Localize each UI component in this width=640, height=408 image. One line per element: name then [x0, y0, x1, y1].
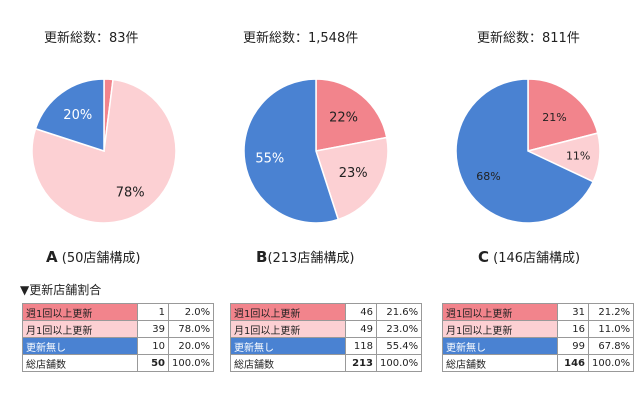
row-pct: 21.6%	[375, 303, 423, 321]
row-count: 31	[557, 303, 589, 321]
table-row-total: 総店舗数 50 100.0%	[22, 354, 215, 372]
chart-a-title: 更新総数：83件	[44, 31, 139, 46]
table-row: 更新無し 99 67.8%	[442, 337, 635, 355]
row-label: 更新無し	[442, 337, 558, 355]
pie-label-none: 55%	[255, 151, 284, 166]
table-row: 更新無し 118 55.4%	[230, 337, 423, 355]
pie-chart-c: 21% 11% 68%	[455, 78, 601, 224]
row-label: 月1回以上更新	[230, 320, 346, 338]
table-row: 月1回以上更新 39 78.0%	[22, 320, 215, 338]
row-pct: 23.0%	[375, 320, 423, 338]
section-heading: ▼更新店舗割合	[20, 283, 102, 297]
chart-a-caption: (50店舗構成)	[61, 251, 141, 266]
chart-c-caption: (146店舗構成)	[489, 251, 581, 266]
pie-label-monthly: 23%	[339, 166, 368, 181]
row-label: 週1回以上更新	[230, 303, 346, 321]
pie-slice-weekly	[315, 78, 388, 152]
pie-chart-b: 22% 23% 55%	[243, 78, 389, 224]
row-count: 49	[345, 320, 377, 338]
row-pct: 2.0%	[167, 303, 215, 321]
pie-chart-a: 2% 78% 20%	[31, 75, 177, 224]
row-label: 週1回以上更新	[22, 303, 138, 321]
pie-label-weekly: 21%	[542, 111, 566, 124]
store-table-c: 週1回以上更新 31 21.2% 月1回以上更新 16 11.0% 更新無し 99 67.8…	[442, 303, 635, 372]
pie-slice-none	[243, 78, 340, 224]
table-row: 週1回以上更新 31 21.2%	[442, 303, 635, 321]
chart-a-letter: A	[46, 248, 58, 266]
table-row: 更新無し 10 20.0%	[22, 337, 215, 355]
row-pct: 21.2%	[587, 303, 635, 321]
row-label: 週1回以上更新	[442, 303, 558, 321]
row-count: 1	[137, 303, 169, 321]
table-row-total: 総店舗数 146 100.0%	[442, 354, 635, 372]
row-pct: 20.0%	[167, 337, 215, 355]
pie-label-weekly: 2%	[99, 75, 120, 79]
table-row-total: 総店舗数 213 100.0%	[230, 354, 423, 372]
row-count: 10	[137, 337, 169, 355]
chart-b-letter: B	[256, 248, 268, 266]
chart-c-letter: C	[478, 248, 490, 266]
row-pct: 78.0%	[167, 320, 215, 338]
chart-c-title: 更新総数：811件	[477, 31, 580, 46]
row-label: 総店舗数	[22, 354, 138, 372]
row-pct: 100.0%	[587, 354, 635, 372]
row-count: 16	[557, 320, 589, 338]
store-table-a: 週1回以上更新 1 2.0% 月1回以上更新 39 78.0% 更新無し 10 20.0% …	[22, 303, 215, 372]
pie-slice-monthly	[315, 136, 389, 221]
row-pct: 11.0%	[587, 320, 635, 338]
pie-slice-none	[455, 78, 595, 224]
row-label: 月1回以上更新	[442, 320, 558, 338]
row-label: 総店舗数	[230, 354, 346, 372]
pie-label-monthly: 78%	[116, 185, 145, 200]
row-label: 更新無し	[22, 337, 138, 355]
chart-b-label: B(213店舗構成)	[256, 247, 354, 266]
chart-b-caption: (213店舗構成)	[267, 251, 355, 266]
row-pct: 100.0%	[375, 354, 423, 372]
chart-c-label: C (146店舗構成)	[478, 247, 580, 266]
row-count: 50	[137, 354, 169, 372]
table-row: 月1回以上更新 16 11.0%	[442, 320, 635, 338]
row-pct: 100.0%	[167, 354, 215, 372]
chart-b-title: 更新総数：1,548件	[243, 31, 359, 46]
table-row: 週1回以上更新 46 21.6%	[230, 303, 423, 321]
row-count: 39	[137, 320, 169, 338]
row-count: 46	[345, 303, 377, 321]
table-row: 月1回以上更新 49 23.0%	[230, 320, 423, 338]
pie-slice-weekly	[527, 78, 599, 152]
row-count: 213	[345, 354, 377, 372]
row-label: 総店舗数	[442, 354, 558, 372]
row-count: 118	[345, 337, 377, 355]
table-row: 週1回以上更新 1 2.0%	[22, 303, 215, 321]
row-label: 更新無し	[230, 337, 346, 355]
chart-a-label: A (50店舗構成)	[46, 247, 140, 266]
row-count: 99	[557, 337, 589, 355]
row-label: 月1回以上更新	[22, 320, 138, 338]
pie-label-none: 20%	[63, 108, 92, 123]
pie-slice-none	[34, 78, 105, 153]
store-table-b: 週1回以上更新 46 21.6% 月1回以上更新 49 23.0% 更新無し 118 55.…	[230, 303, 423, 372]
pie-label-weekly: 22%	[329, 111, 358, 126]
row-count: 146	[557, 354, 589, 372]
pie-label-none: 68%	[476, 170, 500, 183]
row-pct: 55.4%	[375, 337, 423, 355]
row-pct: 67.8%	[587, 337, 635, 355]
pie-label-monthly: 11%	[566, 150, 590, 163]
